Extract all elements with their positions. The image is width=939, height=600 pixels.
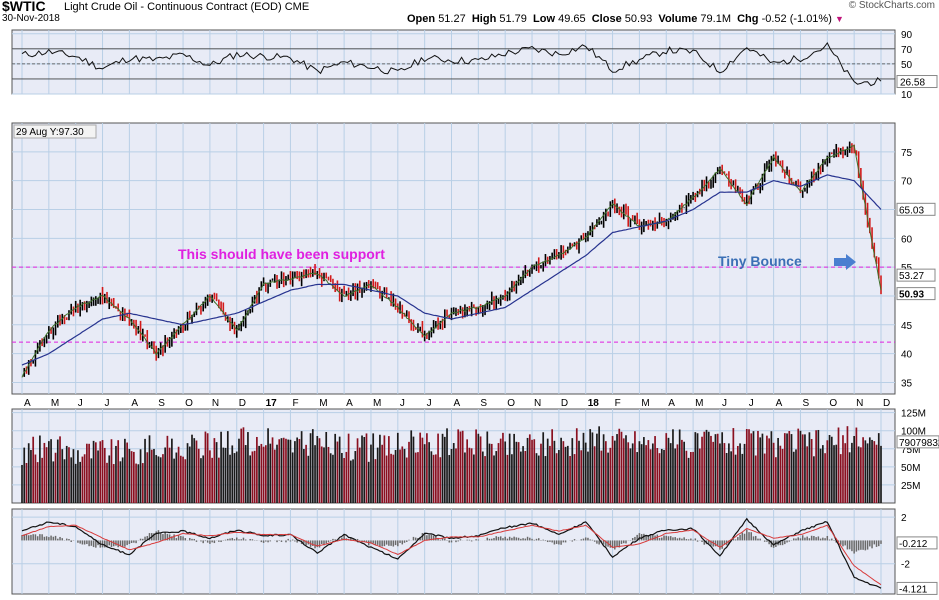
volume-tick-label: 50M [901, 463, 920, 474]
macd-last-value-box [896, 581, 938, 595]
price-xtick-label: A [668, 398, 675, 409]
price-value-label: 50.93 [899, 290, 924, 301]
macd-panel [11, 508, 896, 595]
price-xtick-label: O [185, 398, 193, 409]
volume-value: 79.1M [700, 13, 731, 25]
price-xtick-label: M [695, 398, 703, 409]
macd-line [21, 517, 882, 589]
chg-label: Chg [737, 13, 759, 25]
price-tick-label: 70 [901, 177, 913, 188]
price-value-label: 53.27 [899, 271, 924, 282]
price-xtick-label: O [829, 398, 837, 409]
price-xtick-label: M [373, 398, 381, 409]
price-xtick-label: J [427, 398, 432, 409]
price-xtick-label: O [507, 398, 515, 409]
corner-label: 29 Aug Y:97.30 [16, 127, 84, 138]
price-xtick-label: A [454, 398, 461, 409]
volume-tick-label: 75M [901, 445, 920, 456]
stockcharts-logo: © StockCharts.com [848, 0, 935, 11]
price-xtick-label: J [78, 398, 83, 409]
low-value: 49.65 [558, 13, 586, 25]
price-xtick-label: J [105, 398, 110, 409]
volume-tick-label: 100M [901, 427, 926, 438]
open-value: 51.27 [438, 13, 466, 25]
rsi-tick-label: 70 [901, 45, 913, 56]
macd-value-label: -0.212 [899, 539, 928, 550]
price-xtick-label: 17 [266, 398, 278, 409]
price-xtick-label: J [400, 398, 405, 409]
price-xtick-label: N [856, 398, 863, 409]
chart-date: 30-Nov-2018 [2, 13, 60, 24]
volume-tick-label: 25M [901, 481, 920, 492]
rsi-last-value-label: 26.58 [900, 78, 925, 89]
price-xtick-label: S [158, 398, 165, 409]
price-xtick-label: F [292, 398, 298, 409]
rsi-line [21, 41, 882, 87]
price-xtick-label: J [749, 398, 754, 409]
close-value: 50.93 [624, 13, 653, 25]
tiny-bounce-annotation: Tiny Bounce [718, 253, 802, 269]
exchange-label: CME [284, 1, 310, 13]
rsi-last-value-box [896, 75, 938, 89]
price-tick-label: 60 [901, 234, 913, 245]
price-xtick-label: J [722, 398, 727, 409]
price-xtick-label: M [319, 398, 327, 409]
macd-last-value-label: -4.121 [899, 584, 928, 595]
rsi-tick-label: 90 [901, 30, 913, 41]
price-xtick-label: A [776, 398, 783, 409]
symbol-label: $WTIC [2, 0, 46, 14]
long-moving-average-line [21, 174, 882, 366]
bounce-arrow-icon [834, 254, 856, 270]
macd-tick-label: -2 [901, 560, 910, 571]
price-xtick-label: N [534, 398, 541, 409]
down-triangle-icon: ▼ [834, 14, 844, 24]
chg-value: -0.52 (-1.01%) [761, 13, 832, 25]
open-label: Open [407, 13, 436, 25]
price-xtick-label: A [131, 398, 138, 409]
price-xtick-label: F [615, 398, 621, 409]
price-tick-label: 45 [901, 321, 913, 332]
price-xtick-label: S [480, 398, 487, 409]
price-xtick-label: A [346, 398, 353, 409]
price-tick-label: 35 [901, 378, 913, 389]
price-xtick-label: A [24, 398, 31, 409]
rsi-tick-label: 50 [901, 60, 913, 71]
instrument-title: Light Crude Oil - Continuous Contract (E… [64, 1, 282, 13]
rsi-panel [11, 29, 896, 95]
price-xtick-label: D [239, 398, 246, 409]
volume-label: Volume [658, 13, 698, 25]
macd-tick-label: 2 [901, 513, 907, 524]
price-xtick-label: M [641, 398, 649, 409]
volume-tick-label: 125M [901, 409, 926, 420]
price-xtick-label: N [212, 398, 219, 409]
price-xtick-label: D [883, 398, 890, 409]
rsi-tick-label: 10 [901, 90, 913, 101]
price-xtick-label: S [802, 398, 809, 409]
high-value: 51.79 [499, 13, 527, 25]
support-annotation: This should have been support [178, 246, 385, 262]
ohlc-readout: Open 51.27 High 51.79 Low 49.65 Close 50… [407, 13, 844, 25]
price-tick-label: 40 [901, 350, 913, 361]
price-xtick-label: 18 [588, 398, 600, 409]
price-value-box [896, 287, 936, 301]
price-xtick-label: D [561, 398, 568, 409]
price-value-label: 65.03 [899, 205, 924, 216]
low-label: Low [533, 13, 556, 25]
macd-value-box [896, 536, 938, 550]
instrument-name: Light Crude Oil - Continuous Contract (E… [64, 1, 309, 13]
close-label: Close [591, 13, 622, 25]
corner-label-box [13, 124, 97, 139]
high-label: High [471, 13, 497, 25]
price-value-box [896, 268, 936, 282]
price-value-box [896, 202, 936, 216]
price-xtick-label: M [51, 398, 59, 409]
volume-last-value-box [896, 435, 939, 449]
short-moving-average-line [21, 145, 882, 378]
macd-signal-line [21, 524, 882, 586]
price-tick-label: 75 [901, 148, 913, 159]
